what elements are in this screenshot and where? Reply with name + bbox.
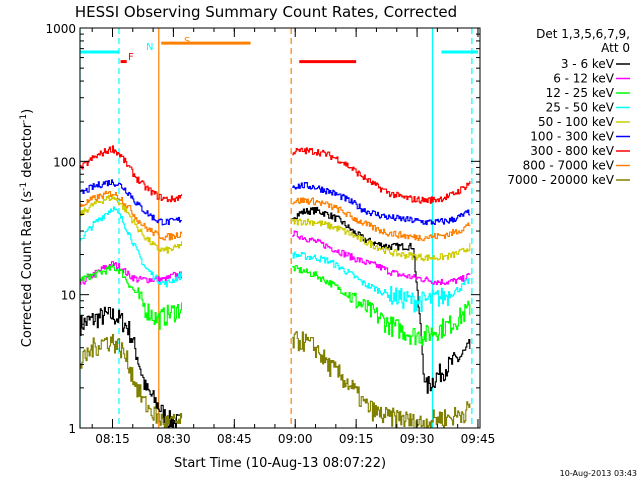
legend-label-6: 100 - 300 keV: [530, 130, 614, 144]
y-tick-label-1: 1: [68, 422, 76, 436]
plot-frame: [79, 27, 481, 429]
y-axis-label-main: Corrected Count Rate (s: [20, 191, 35, 348]
series-line-9: [80, 331, 471, 429]
y-axis-label: Corrected Count Rate (s-1 detector-1): [19, 109, 35, 347]
legend-label-5: 50 - 100 keV: [538, 115, 615, 129]
legend-label-7: 300 - 800 keV: [530, 144, 614, 158]
x-axis-label: Start Time (10-Aug-13 08:07:22): [174, 456, 386, 471]
footer-timestamp: 10-Aug-2013 03:43: [560, 469, 637, 478]
flag-letter-f: F: [128, 52, 134, 63]
y-tick-label-4: 1000: [45, 22, 76, 36]
flag-letter-s: S: [184, 36, 190, 47]
series-line-4: [80, 206, 471, 313]
x-tick-label-3: 08:45: [217, 432, 252, 446]
series-line-6: [80, 179, 471, 226]
y-axis-label-sup2: -1: [19, 114, 29, 123]
flag-letter-n: N: [146, 42, 153, 53]
x-tick-label-7: 09:45: [461, 432, 496, 446]
x-tick-label-4: 09:00: [278, 432, 313, 446]
legend-header-attenuator: Att 0: [601, 41, 630, 55]
x-tick-label-5: 09:15: [339, 432, 374, 446]
series-line-8: [80, 190, 471, 242]
legend-label-4: 25 - 50 keV: [546, 101, 615, 115]
plot-area: F N S 08:15 08:30 08:45 09:00 09:15 09:30 09:45 1 1…: [45, 22, 495, 446]
legend-label-8: 800 - 7000 keV: [523, 159, 615, 173]
legend-header-detectors: Det 1,3,5,6,7,9,: [536, 27, 630, 41]
series-line-7: [80, 145, 471, 204]
y-tick-label-2: 10: [61, 289, 76, 303]
chart-title: HESSI Observing Summary Count Rates, Cor…: [75, 3, 457, 21]
series-line-3: [80, 264, 471, 346]
y-tick-label-3: 100: [53, 155, 76, 169]
x-tick-label-6: 09:30: [400, 432, 435, 446]
x-tick-label-1: 08:15: [95, 432, 130, 446]
x-tick-label-2: 08:30: [156, 432, 191, 446]
y-axis-label-end: ): [20, 109, 35, 114]
legend-label-3: 12 - 25 keV: [546, 86, 615, 100]
y-axis-label-sup1: -1: [19, 182, 29, 191]
legend-label-9: 7000 - 20000 keV: [507, 173, 614, 187]
legend-label-2: 6 - 12 keV: [553, 72, 615, 86]
legend-label-1: 3 - 6 keV: [561, 57, 615, 71]
series-line-2: [80, 230, 471, 286]
y-axis-label-mid: detector: [20, 122, 35, 182]
